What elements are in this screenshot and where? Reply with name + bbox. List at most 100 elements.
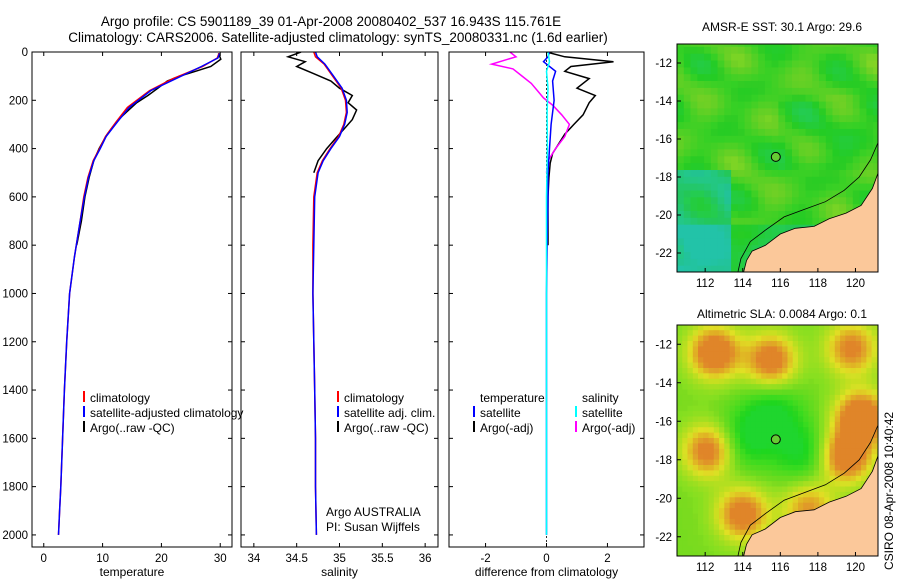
sst-map-cell xyxy=(690,231,698,239)
sst-map-cell xyxy=(832,101,840,109)
sst-map-cell xyxy=(764,155,773,164)
sla-map-cell xyxy=(703,469,710,476)
sst-map-cell xyxy=(704,251,712,259)
sla-map-cell xyxy=(861,351,867,358)
sla-map-cell xyxy=(808,491,815,498)
sst-map-cell xyxy=(839,44,847,47)
sla-map-cell xyxy=(876,351,878,358)
sla-map-cell xyxy=(750,325,757,331)
sla-map-cell xyxy=(776,388,783,395)
salinity-profile-frame xyxy=(240,51,439,548)
sla-map-cell xyxy=(792,383,799,390)
sst-map-cell xyxy=(832,142,840,150)
sla-map-cell xyxy=(708,405,715,412)
sla-map-cell xyxy=(687,545,694,552)
sla-map-cell xyxy=(782,383,789,390)
sla-map-cell xyxy=(871,340,878,347)
sla-map-cell xyxy=(761,394,768,401)
sla-map-cell xyxy=(740,415,746,422)
sla-map-cell xyxy=(771,351,778,358)
sla-map-cell xyxy=(771,335,778,341)
sst-map-cell xyxy=(697,148,705,157)
sst-map-cell xyxy=(677,87,685,95)
sla-map-cell xyxy=(782,485,789,492)
sla-map-cell xyxy=(761,378,768,385)
sla-map-cell xyxy=(740,502,746,509)
sla-map-cell xyxy=(734,480,741,487)
sst-map-cell xyxy=(690,196,698,205)
sla-map-cell xyxy=(729,356,736,363)
sla-map-cell xyxy=(813,372,820,379)
sla-map-cell xyxy=(713,518,720,525)
sst-map-cell xyxy=(792,53,800,61)
sst-map-cell xyxy=(683,60,692,68)
sst-map-cell xyxy=(710,128,719,136)
sla-map-cell xyxy=(677,421,683,428)
sst-map-cell xyxy=(819,155,827,164)
sst-map-cell xyxy=(683,231,692,239)
sst-map-cell xyxy=(812,128,820,136)
sla-map-cell xyxy=(819,345,825,352)
sst-map-cell xyxy=(677,121,685,129)
sla-map-cell xyxy=(866,378,873,385)
sla-map-cell xyxy=(824,325,831,331)
sla-map-xtick-label: 118 xyxy=(809,562,827,574)
sla-map-cell xyxy=(813,485,820,492)
sla-map-cell xyxy=(682,383,689,390)
sla-map-cell xyxy=(724,469,731,476)
diff-legend-sal-satellite: satellite xyxy=(582,406,623,420)
sla-map-cell xyxy=(724,394,731,401)
sst-map-cell xyxy=(724,237,732,246)
sla-map-cell xyxy=(703,518,710,525)
sla-map-cell xyxy=(850,469,857,476)
sst-map-cell xyxy=(744,87,752,95)
sla-map-cell xyxy=(708,448,715,455)
sla-map-cell xyxy=(771,480,778,487)
sla-map-cell xyxy=(729,399,736,406)
sla-map-cell xyxy=(729,480,736,487)
sla-map-cell xyxy=(677,372,683,379)
sst-map-land xyxy=(743,173,878,272)
sla-map-cell xyxy=(776,475,783,482)
sst-map-cell xyxy=(744,114,752,123)
sst-map-cell xyxy=(846,94,854,102)
difference-legend: temperature satellite Argo(-adj) salinit… xyxy=(480,391,635,435)
sla-map-cell xyxy=(740,410,746,417)
sst-map-cell xyxy=(764,142,773,150)
sst-map-panel: 112 114 116 118 120-12-14-16-18-20-22 xyxy=(655,43,879,290)
sla-map-cell xyxy=(703,345,710,352)
sla-map-cell xyxy=(698,405,704,412)
sst-map-cell xyxy=(690,244,698,252)
sla-map-cell xyxy=(834,378,841,385)
sla-map-cell xyxy=(692,464,699,471)
sla-map-cell xyxy=(803,367,810,374)
sla-map-cell xyxy=(703,459,710,465)
sla-map-cell xyxy=(813,480,820,487)
sla-map-cell xyxy=(808,496,815,503)
sst-map-cell xyxy=(812,210,820,218)
sla-map-cell xyxy=(677,378,683,385)
sst-map-cell xyxy=(704,217,712,225)
sla-map-cell xyxy=(729,421,736,428)
sst-map-xtick-label: 118 xyxy=(809,278,827,290)
sla-map-cell xyxy=(750,410,757,417)
sst-map-cell xyxy=(710,46,719,54)
sst-map-cell xyxy=(825,46,834,54)
sst-map-cell xyxy=(839,87,847,95)
sla-map-cell xyxy=(803,415,810,422)
sst-map-cell xyxy=(839,121,847,129)
sst-map-cell xyxy=(758,203,766,211)
sst-map-cell xyxy=(859,169,867,177)
sst-map-cell xyxy=(812,94,820,102)
sst-map-cell xyxy=(792,128,800,136)
sla-map-cell xyxy=(729,475,736,482)
sla-map-cell xyxy=(708,480,715,487)
sst-map-cell xyxy=(758,60,766,68)
sst-map-cell xyxy=(690,135,698,143)
sla-map-cell xyxy=(761,442,768,449)
sst-map-cell xyxy=(832,121,840,129)
sst-map-cell xyxy=(778,107,786,116)
sla-map-cell xyxy=(787,453,794,460)
sla-map-cell xyxy=(824,426,831,433)
sla-map-cell xyxy=(692,340,699,347)
